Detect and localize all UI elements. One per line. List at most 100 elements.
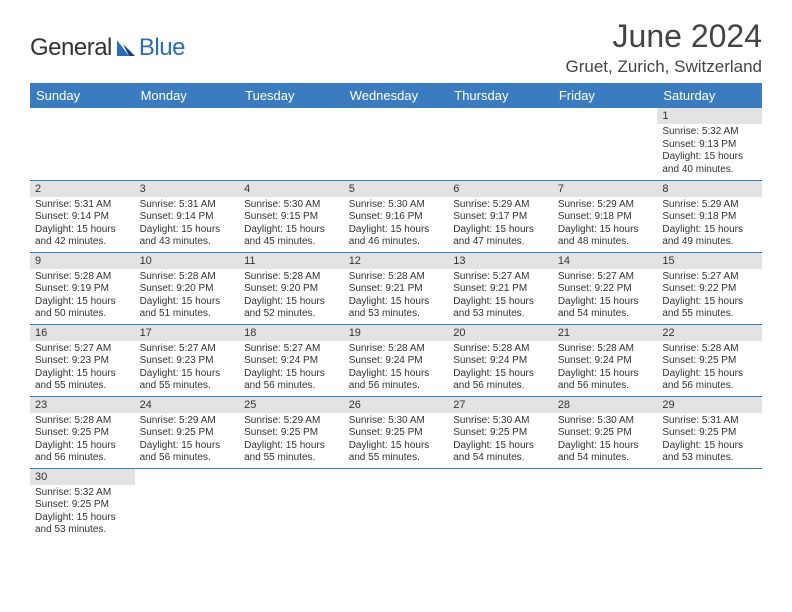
day-info: Sunrise: 5:30 AMSunset: 9:25 PMDaylight:…	[448, 413, 553, 468]
weekday-header: Wednesday	[344, 83, 449, 108]
day-info: Sunrise: 5:29 AMSunset: 9:25 PMDaylight:…	[239, 413, 344, 468]
day-info-line: Sunset: 9:24 PM	[349, 355, 444, 368]
day-info-line: and 56 minutes.	[453, 380, 548, 393]
day-info-line: Sunset: 9:24 PM	[558, 355, 653, 368]
calendar-week-row: 30Sunrise: 5:32 AMSunset: 9:25 PMDayligh…	[30, 468, 762, 540]
month-title: June 2024	[565, 18, 762, 55]
calendar-week-row: 23Sunrise: 5:28 AMSunset: 9:25 PMDayligh…	[30, 396, 762, 468]
calendar-day-cell: 17Sunrise: 5:27 AMSunset: 9:23 PMDayligh…	[135, 324, 240, 396]
calendar-day-cell	[135, 108, 240, 180]
day-info: Sunrise: 5:31 AMSunset: 9:25 PMDaylight:…	[657, 413, 762, 468]
day-number: 16	[30, 325, 135, 341]
day-info-line: Sunset: 9:24 PM	[453, 355, 548, 368]
day-info-line: Sunset: 9:24 PM	[244, 355, 339, 368]
day-info-line: Daylight: 15 hours	[662, 440, 757, 453]
day-info-line: Sunrise: 5:27 AM	[140, 343, 235, 356]
day-info-line: Sunrise: 5:28 AM	[349, 343, 444, 356]
day-info: Sunrise: 5:28 AMSunset: 9:20 PMDaylight:…	[239, 269, 344, 324]
day-info-line: Daylight: 15 hours	[662, 296, 757, 309]
day-number: 23	[30, 397, 135, 413]
calendar-day-cell: 21Sunrise: 5:28 AMSunset: 9:24 PMDayligh…	[553, 324, 658, 396]
day-info-line: Sunset: 9:25 PM	[558, 427, 653, 440]
day-info-line: Daylight: 15 hours	[244, 296, 339, 309]
day-info-line: Daylight: 15 hours	[349, 440, 444, 453]
page-header: General Blue June 2024 Gruet, Zurich, Sw…	[30, 18, 762, 77]
calendar-day-cell	[239, 468, 344, 540]
day-info-line: Daylight: 15 hours	[140, 224, 235, 237]
day-number: 25	[239, 397, 344, 413]
day-number: 9	[30, 253, 135, 269]
day-info: Sunrise: 5:28 AMSunset: 9:20 PMDaylight:…	[135, 269, 240, 324]
calendar-day-cell: 22Sunrise: 5:28 AMSunset: 9:25 PMDayligh…	[657, 324, 762, 396]
day-info-line: Sunrise: 5:32 AM	[35, 487, 130, 500]
day-info-line: Sunset: 9:25 PM	[244, 427, 339, 440]
weekday-header: Tuesday	[239, 83, 344, 108]
day-info-line: Sunset: 9:25 PM	[35, 427, 130, 440]
day-info: Sunrise: 5:30 AMSunset: 9:15 PMDaylight:…	[239, 197, 344, 252]
day-info-line: and 49 minutes.	[662, 236, 757, 249]
day-number: 7	[553, 181, 658, 197]
day-number: 3	[135, 181, 240, 197]
day-info-line: Sunrise: 5:27 AM	[35, 343, 130, 356]
day-info-line: and 56 minutes.	[244, 380, 339, 393]
calendar-day-cell: 8Sunrise: 5:29 AMSunset: 9:18 PMDaylight…	[657, 180, 762, 252]
day-info-line: Daylight: 15 hours	[558, 368, 653, 381]
day-info: Sunrise: 5:29 AMSunset: 9:18 PMDaylight:…	[553, 197, 658, 252]
calendar-week-row: 9Sunrise: 5:28 AMSunset: 9:19 PMDaylight…	[30, 252, 762, 324]
calendar-day-cell: 10Sunrise: 5:28 AMSunset: 9:20 PMDayligh…	[135, 252, 240, 324]
calendar-day-cell: 24Sunrise: 5:29 AMSunset: 9:25 PMDayligh…	[135, 396, 240, 468]
day-info-line: Daylight: 15 hours	[35, 440, 130, 453]
day-info: Sunrise: 5:28 AMSunset: 9:25 PMDaylight:…	[657, 341, 762, 396]
day-info-line: Sunrise: 5:28 AM	[244, 271, 339, 284]
day-info: Sunrise: 5:28 AMSunset: 9:24 PMDaylight:…	[553, 341, 658, 396]
day-info-line: Sunset: 9:25 PM	[35, 499, 130, 512]
day-number: 8	[657, 181, 762, 197]
day-info-line: and 43 minutes.	[140, 236, 235, 249]
calendar-day-cell: 15Sunrise: 5:27 AMSunset: 9:22 PMDayligh…	[657, 252, 762, 324]
day-info-line: Sunset: 9:23 PM	[35, 355, 130, 368]
calendar-page: General Blue June 2024 Gruet, Zurich, Sw…	[0, 0, 792, 540]
calendar-day-cell: 5Sunrise: 5:30 AMSunset: 9:16 PMDaylight…	[344, 180, 449, 252]
brand-word-1: General	[30, 34, 112, 62]
day-info-line: Daylight: 15 hours	[349, 224, 444, 237]
calendar-day-cell: 29Sunrise: 5:31 AMSunset: 9:25 PMDayligh…	[657, 396, 762, 468]
day-info-line: Daylight: 15 hours	[349, 368, 444, 381]
day-number: 22	[657, 325, 762, 341]
day-info-line: and 56 minutes.	[35, 452, 130, 465]
calendar-day-cell	[448, 108, 553, 180]
day-number: 18	[239, 325, 344, 341]
day-info: Sunrise: 5:30 AMSunset: 9:25 PMDaylight:…	[344, 413, 449, 468]
day-info-line: Sunset: 9:25 PM	[453, 427, 548, 440]
day-info: Sunrise: 5:32 AMSunset: 9:13 PMDaylight:…	[657, 124, 762, 179]
day-info: Sunrise: 5:28 AMSunset: 9:24 PMDaylight:…	[344, 341, 449, 396]
calendar-day-cell	[239, 108, 344, 180]
day-info-line: Sunrise: 5:28 AM	[35, 415, 130, 428]
day-info-line: Sunrise: 5:29 AM	[453, 199, 548, 212]
day-info: Sunrise: 5:27 AMSunset: 9:22 PMDaylight:…	[553, 269, 658, 324]
day-info-line: Daylight: 15 hours	[349, 296, 444, 309]
calendar-day-cell: 11Sunrise: 5:28 AMSunset: 9:20 PMDayligh…	[239, 252, 344, 324]
day-number: 12	[344, 253, 449, 269]
day-number: 28	[553, 397, 658, 413]
day-number: 20	[448, 325, 553, 341]
calendar-week-row: 2Sunrise: 5:31 AMSunset: 9:14 PMDaylight…	[30, 180, 762, 252]
day-number: 6	[448, 181, 553, 197]
day-info-line: and 53 minutes.	[349, 308, 444, 321]
day-info-line: Sunset: 9:15 PM	[244, 211, 339, 224]
day-number: 26	[344, 397, 449, 413]
day-info-line: Sunset: 9:25 PM	[140, 427, 235, 440]
day-info-line: Sunrise: 5:30 AM	[244, 199, 339, 212]
day-info: Sunrise: 5:31 AMSunset: 9:14 PMDaylight:…	[30, 197, 135, 252]
day-info-line: Sunrise: 5:31 AM	[662, 415, 757, 428]
day-info-line: Daylight: 15 hours	[35, 224, 130, 237]
day-info: Sunrise: 5:31 AMSunset: 9:14 PMDaylight:…	[135, 197, 240, 252]
sail-icon	[115, 38, 137, 58]
day-number: 19	[344, 325, 449, 341]
calendar-day-cell: 27Sunrise: 5:30 AMSunset: 9:25 PMDayligh…	[448, 396, 553, 468]
calendar-day-cell	[30, 108, 135, 180]
day-info-line: and 52 minutes.	[244, 308, 339, 321]
day-info: Sunrise: 5:28 AMSunset: 9:19 PMDaylight:…	[30, 269, 135, 324]
day-number: 15	[657, 253, 762, 269]
calendar-day-cell: 3Sunrise: 5:31 AMSunset: 9:14 PMDaylight…	[135, 180, 240, 252]
calendar-day-cell: 7Sunrise: 5:29 AMSunset: 9:18 PMDaylight…	[553, 180, 658, 252]
